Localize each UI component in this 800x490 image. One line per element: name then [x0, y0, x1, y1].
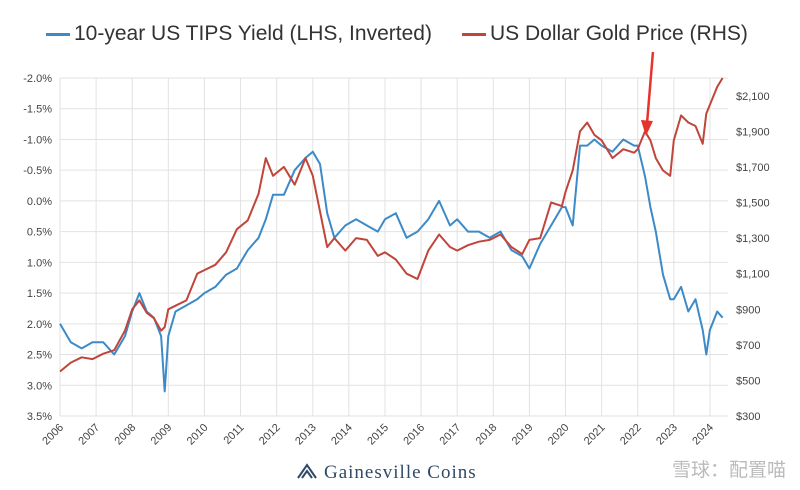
left-tick-label: 2.5%: [27, 350, 52, 362]
x-tick-label: 2016: [401, 422, 427, 448]
x-tick-label: 2012: [257, 422, 283, 448]
footer-logo-text: Gainesville Coins: [324, 462, 477, 483]
right-axis-ticks: $2,100 $1,900 $1,700 $1,500 $1,300 $1,100 $900…: [736, 91, 770, 423]
right-tick-label: $1,100: [736, 269, 770, 281]
left-tick-label: 1.0%: [27, 257, 52, 269]
legend-swatch-tips: [46, 32, 70, 36]
x-tick-label: 2020: [546, 422, 572, 448]
footer-logo: Gainesville Coins: [296, 462, 477, 484]
right-tick-label: $500: [736, 375, 760, 387]
legend-label-tips: 10-year US TIPS Yield (LHS, Inverted): [74, 22, 432, 45]
left-tick-label: -2.0%: [23, 73, 52, 85]
x-tick-label: 2022: [618, 422, 644, 448]
x-tick-label: 2011: [221, 422, 246, 447]
right-tick-label: $700: [736, 340, 760, 352]
arrow-shaft: [645, 51, 655, 125]
x-tick-label: 2006: [40, 422, 66, 448]
right-tick-label: $900: [736, 304, 760, 316]
right-tick-label: $2,100: [736, 91, 770, 103]
x-tick-label: 2013: [293, 422, 319, 448]
x-tick-label: 2023: [654, 422, 680, 448]
tips-yield-line: [59, 138, 724, 393]
left-tick-label: 0.0%: [27, 196, 52, 208]
arrow-head: [640, 120, 653, 136]
x-tick-label: 2007: [76, 422, 102, 448]
x-tick-label: 2019: [510, 422, 536, 448]
legend-swatch-gold: [462, 32, 486, 36]
right-tick-label: $1,700: [736, 162, 770, 174]
x-tick-label: 2021: [582, 422, 608, 448]
x-tick-label: 2014: [329, 422, 355, 448]
x-tick-label: 2015: [365, 422, 391, 448]
legend-item-gold: US Dollar Gold Price (RHS): [462, 22, 748, 46]
annotation-arrow: [640, 51, 655, 136]
legend-item-tips: 10-year US TIPS Yield (LHS, Inverted): [46, 22, 432, 46]
x-tick-label: 2008: [113, 422, 139, 448]
right-tick-label: $300: [736, 411, 760, 423]
x-tick-label: 2009: [149, 422, 175, 448]
grid: [59, 77, 728, 417]
gainesville-logo-icon: [297, 463, 317, 479]
left-tick-label: 3.5%: [27, 411, 52, 423]
left-tick-label: 2.0%: [27, 319, 52, 331]
x-tick-label: 2010: [185, 422, 211, 448]
left-tick-label: 1.5%: [27, 288, 52, 300]
left-tick-label: 3.0%: [27, 380, 52, 392]
right-tick-label: $1,300: [736, 233, 770, 245]
x-tick-label: 2024: [690, 422, 716, 448]
legend-label-gold: US Dollar Gold Price (RHS): [490, 22, 748, 45]
left-tick-label: -1.0%: [23, 134, 52, 146]
series-lines: [59, 77, 724, 393]
x-axis-ticks: 2006 2007 2008 2009 2010 2011 2012 2013 2014 2015…: [40, 422, 716, 448]
left-tick-label: 0.5%: [27, 227, 52, 239]
left-tick-label: -0.5%: [23, 165, 52, 177]
left-tick-label: -1.5%: [23, 104, 52, 116]
left-axis-ticks: -2.0% -1.5% -1.0% -0.5% 0.0% 0.5% 1.0% 1.5% 2.0%…: [23, 73, 52, 423]
right-tick-label: $1,900: [736, 126, 770, 138]
x-tick-label: 2018: [474, 422, 500, 448]
x-tick-label: 2017: [438, 422, 464, 448]
gold-price-line: [59, 77, 724, 373]
watermark: 雪球：配置喵: [671, 459, 786, 481]
right-tick-label: $1,500: [736, 198, 770, 210]
